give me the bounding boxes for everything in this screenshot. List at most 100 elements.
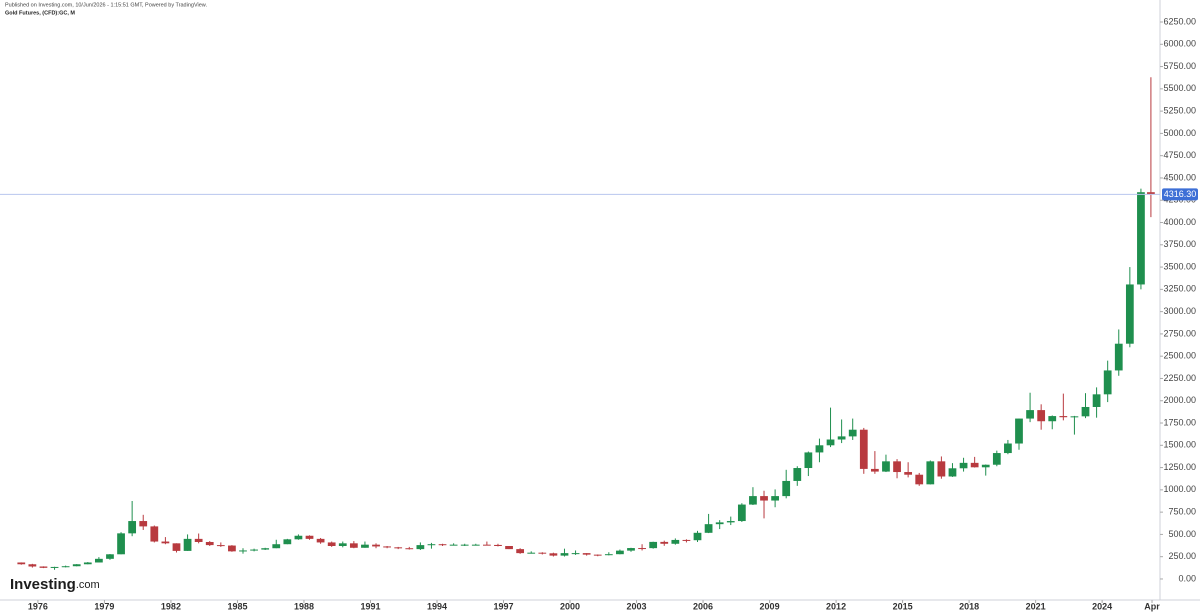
candle-body bbox=[560, 553, 569, 556]
candle-body bbox=[715, 522, 724, 525]
candle-body bbox=[1114, 343, 1123, 371]
candle-body bbox=[128, 521, 137, 534]
candle-body bbox=[815, 445, 824, 453]
x-tick-label: Apr bbox=[1144, 601, 1160, 611]
x-tick-label: 1982 bbox=[161, 601, 181, 611]
candle-body bbox=[782, 480, 791, 497]
candle-body bbox=[117, 533, 125, 555]
candle-body bbox=[372, 544, 380, 547]
candle-body bbox=[992, 453, 1001, 465]
candle-body bbox=[83, 562, 92, 565]
candle-body bbox=[882, 461, 890, 472]
y-tick-label: 4500.00 bbox=[1163, 172, 1196, 182]
y-tick-label: 750.00 bbox=[1168, 507, 1196, 517]
x-tick-label: 1991 bbox=[360, 601, 380, 611]
y-tick-label: 3750.00 bbox=[1163, 239, 1196, 249]
y-tick-label: 5500.00 bbox=[1163, 83, 1196, 93]
candle-body bbox=[150, 526, 159, 542]
candle-body bbox=[205, 541, 214, 546]
y-tick-label: 5250.00 bbox=[1163, 105, 1196, 115]
y-tick-label: 6000.00 bbox=[1163, 39, 1196, 49]
candle-body bbox=[405, 548, 414, 550]
x-tick-label: 2009 bbox=[760, 601, 780, 611]
candle-body bbox=[760, 496, 768, 501]
candle-body bbox=[183, 538, 192, 551]
candle-body bbox=[50, 566, 59, 568]
y-tick-label: 3500.00 bbox=[1163, 261, 1196, 271]
published-note: Published on Investing.com, 10/Jun/2026 … bbox=[5, 2, 207, 8]
candle-body bbox=[660, 541, 669, 544]
y-tick-label: 5750.00 bbox=[1163, 61, 1196, 71]
x-tick-label: 2003 bbox=[627, 601, 647, 611]
y-tick-label: 500.00 bbox=[1168, 529, 1196, 539]
y-tick-label: 1500.00 bbox=[1163, 440, 1196, 450]
candle-body bbox=[1015, 418, 1023, 444]
candle-body bbox=[305, 535, 314, 539]
x-tick-label: 1976 bbox=[28, 601, 48, 611]
candle-body bbox=[516, 549, 525, 554]
candle-body bbox=[361, 544, 369, 548]
candle-body bbox=[383, 546, 391, 548]
candle-body bbox=[61, 566, 70, 568]
candle-body bbox=[837, 436, 846, 440]
logo-brand: Investing bbox=[10, 576, 76, 593]
candle-body bbox=[538, 552, 547, 554]
candle-body bbox=[704, 524, 713, 533]
candle-body bbox=[349, 543, 358, 548]
candle-body bbox=[427, 544, 436, 546]
y-tick-label: 1000.00 bbox=[1163, 484, 1196, 494]
candle-body bbox=[39, 566, 48, 568]
candle-body bbox=[228, 545, 236, 552]
candle-body bbox=[172, 543, 181, 551]
candle-body bbox=[859, 429, 868, 469]
last-price-label: 4316.30 bbox=[1164, 189, 1197, 199]
candle-body bbox=[926, 461, 935, 485]
candle-body bbox=[1103, 370, 1112, 395]
x-tick-label: 2000 bbox=[560, 601, 580, 611]
candle-body bbox=[915, 474, 924, 485]
x-tick-label: 1997 bbox=[493, 601, 513, 611]
candle-body bbox=[1081, 406, 1090, 417]
candle-body bbox=[693, 532, 702, 541]
candle-body bbox=[616, 550, 624, 555]
candle-body bbox=[327, 542, 336, 546]
y-tick-label: 5000.00 bbox=[1163, 128, 1196, 138]
y-tick-label: 1750.00 bbox=[1163, 417, 1196, 427]
candle-body bbox=[283, 539, 292, 545]
candle-body bbox=[1048, 416, 1057, 422]
candle-body bbox=[627, 548, 635, 551]
candle-body bbox=[449, 544, 458, 546]
candle-body bbox=[239, 550, 247, 552]
candle-body bbox=[649, 541, 658, 549]
y-tick-label: 3250.00 bbox=[1163, 284, 1196, 294]
candle-body bbox=[981, 464, 990, 468]
candle-body bbox=[194, 538, 203, 542]
candle-body bbox=[338, 543, 347, 546]
candle-body bbox=[604, 554, 613, 556]
symbol-title: Gold Futures, (CFD):GC, M bbox=[5, 10, 75, 16]
x-tick-label: 2021 bbox=[1026, 601, 1046, 611]
candle-body bbox=[494, 544, 502, 546]
candle-body bbox=[416, 545, 425, 550]
x-tick-label: 2015 bbox=[893, 601, 913, 611]
candle-body bbox=[250, 549, 258, 551]
candle-body bbox=[1070, 416, 1079, 418]
candle-body bbox=[505, 545, 513, 550]
x-tick-label: 2024 bbox=[1092, 601, 1112, 611]
candle-body bbox=[804, 452, 813, 469]
candle-body bbox=[294, 535, 303, 540]
candle-body bbox=[438, 544, 447, 546]
candle-body bbox=[1137, 192, 1145, 285]
last-price-badge bbox=[1162, 188, 1198, 201]
y-tick-label: 2500.00 bbox=[1163, 351, 1196, 361]
y-tick-label: 1250.00 bbox=[1163, 462, 1196, 472]
candle-body bbox=[1125, 284, 1134, 344]
x-tick-label: 1988 bbox=[294, 601, 314, 611]
candle-body bbox=[793, 468, 802, 481]
y-tick-label: 4000.00 bbox=[1163, 217, 1196, 227]
candle-body bbox=[139, 521, 148, 527]
candle-body bbox=[682, 539, 691, 541]
y-tick-label: 250.00 bbox=[1168, 551, 1196, 561]
candle-body bbox=[737, 504, 746, 522]
